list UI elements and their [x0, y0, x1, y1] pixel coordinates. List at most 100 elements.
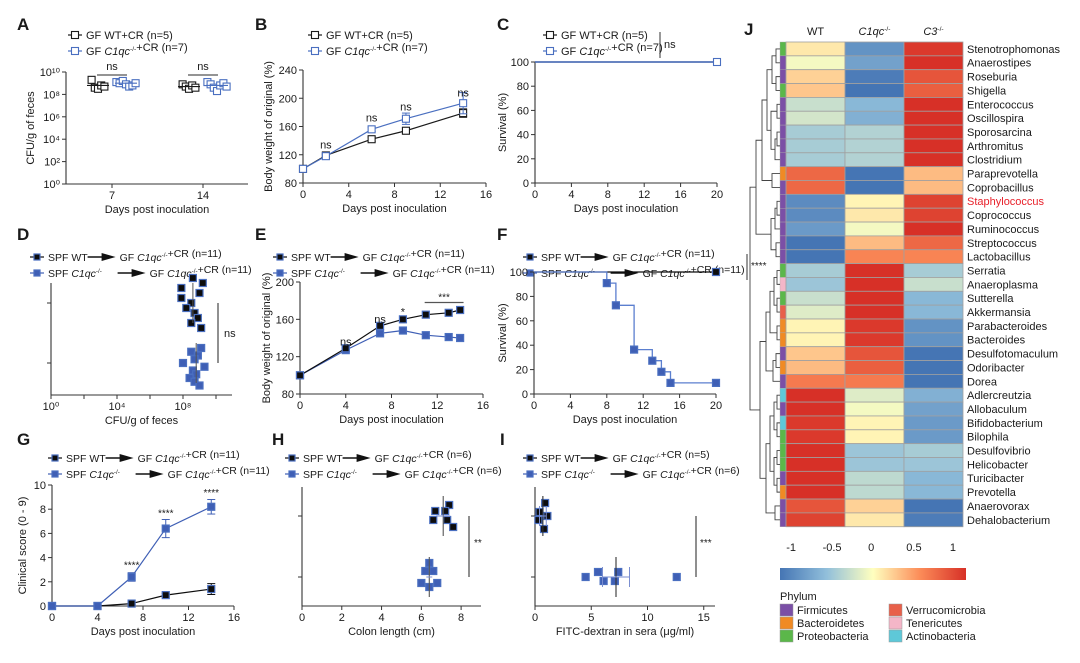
arrow-icon [594, 253, 609, 261]
y-tick-label: 80 [516, 291, 528, 303]
arrow-icon [356, 454, 371, 462]
y-tick-label: 8 [40, 504, 46, 516]
phylum-swatch [779, 346, 787, 361]
heatmap-cell [903, 249, 964, 265]
x-tick-label: 12 [431, 400, 443, 412]
x-tick-label: 4 [343, 400, 349, 412]
heatmap-cell [903, 152, 964, 168]
colorbar-tick-label: 0 [868, 542, 874, 554]
heatmap-cell [903, 110, 964, 126]
data-point [161, 524, 170, 533]
data-point [456, 333, 465, 343]
data-point [195, 288, 204, 298]
x-tick-label: 10⁰ [43, 401, 60, 413]
heatmap-cell [903, 443, 964, 458]
data-point [375, 329, 385, 338]
heatmap-cell [844, 124, 905, 140]
legend-marker [33, 253, 41, 261]
data-point [178, 358, 188, 368]
row-label: Shigella [967, 85, 1007, 97]
data-point [367, 125, 376, 134]
heatmap-cell [785, 332, 846, 348]
data-point [341, 344, 350, 353]
data-point [161, 591, 170, 600]
phylum-swatch [779, 138, 787, 153]
dendrogram-branch [775, 242, 780, 258]
y-tick-label: 100 [510, 267, 528, 279]
legend-target-label: GF C1qc-/-+CR (n=6) [375, 449, 472, 465]
legend-marker [288, 470, 296, 478]
data-point [614, 567, 623, 577]
data-point [593, 567, 603, 577]
heatmap-cell [785, 304, 846, 320]
x-tick-label: 0 [300, 189, 306, 201]
arrow-icon [624, 470, 639, 478]
significance-label: ns [197, 61, 209, 73]
data-point [197, 323, 206, 333]
x-tick-label: 12 [637, 400, 649, 412]
y-tick-label: 10⁰ [43, 179, 60, 191]
dendrogram-branch [776, 200, 780, 216]
significance-label: ** [474, 538, 482, 549]
data-point [429, 566, 438, 576]
x-axis-title: CFU/g of feces [105, 415, 179, 427]
heatmap-cell [785, 373, 846, 389]
heatmap-cell [844, 373, 905, 389]
legend-label: GF C1qc-/-+CR (n=7) [326, 42, 428, 58]
x-tick-label: 2 [339, 612, 345, 624]
row-label: Anaerovorax [967, 501, 1030, 513]
heatmap-cell [844, 443, 905, 458]
phylum-legend-swatch [779, 603, 794, 617]
legend-marker [51, 470, 59, 478]
y-tick-label: 4 [40, 553, 46, 565]
heatmap-cell [785, 443, 846, 458]
heatmap-cell [903, 166, 964, 181]
data-point [444, 308, 453, 317]
heatmap-cell [785, 207, 846, 223]
y-tick-label: 80 [517, 81, 529, 93]
legend-marker [545, 46, 555, 56]
legend-source-label: SPF WT [66, 453, 106, 465]
heatmap-cell [785, 457, 846, 472]
y-tick-label: 200 [279, 93, 297, 105]
arrow-icon [344, 253, 359, 261]
y-axis-title: CFU/g of feces [25, 91, 37, 165]
x-tick-label: 4 [568, 189, 574, 201]
data-point [222, 82, 231, 91]
row-label: Bifidobacterium [967, 418, 1043, 430]
heatmap-cell [785, 346, 846, 361]
data-point [712, 57, 722, 67]
row-label: Anaeroplasma [967, 279, 1039, 291]
y-tick-label: 2 [40, 577, 46, 589]
heatmap-cell [844, 221, 905, 237]
heatmap-cell [903, 415, 964, 431]
phylum-legend-swatch [779, 616, 794, 630]
row-label: Sutterella [967, 293, 1014, 305]
phylum-swatch [779, 221, 787, 237]
heatmap-cell [785, 221, 846, 237]
phylum-swatch [779, 443, 787, 458]
panel-letter: E [255, 225, 266, 244]
y-tick-label: 20 [516, 365, 528, 377]
y-tick-label: 20 [517, 154, 529, 166]
data-point [188, 273, 197, 283]
legend-source-label: SPF WT [303, 453, 343, 465]
x-axis-title: Days post inoculation [574, 203, 679, 215]
phylum-swatch [779, 124, 787, 140]
data-point [187, 318, 196, 328]
data-point [443, 515, 452, 525]
row-label: Lactobacillus [967, 252, 1031, 264]
y-tick-label: 60 [517, 105, 529, 117]
data-point [375, 321, 385, 330]
y-tick-label: 6 [40, 528, 46, 540]
heatmap-cell [785, 498, 846, 514]
arrow-icon [101, 253, 116, 261]
row-label: Desulfovibrio [967, 446, 1031, 458]
dendrogram-branch [771, 55, 776, 84]
y-tick-label: 120 [279, 150, 297, 162]
dendrogram-branch [774, 207, 780, 230]
x-tick-label: 8 [388, 400, 394, 412]
panel-letter: G [17, 430, 30, 449]
row-label: Clostridium [967, 155, 1022, 167]
data-point [295, 371, 305, 380]
